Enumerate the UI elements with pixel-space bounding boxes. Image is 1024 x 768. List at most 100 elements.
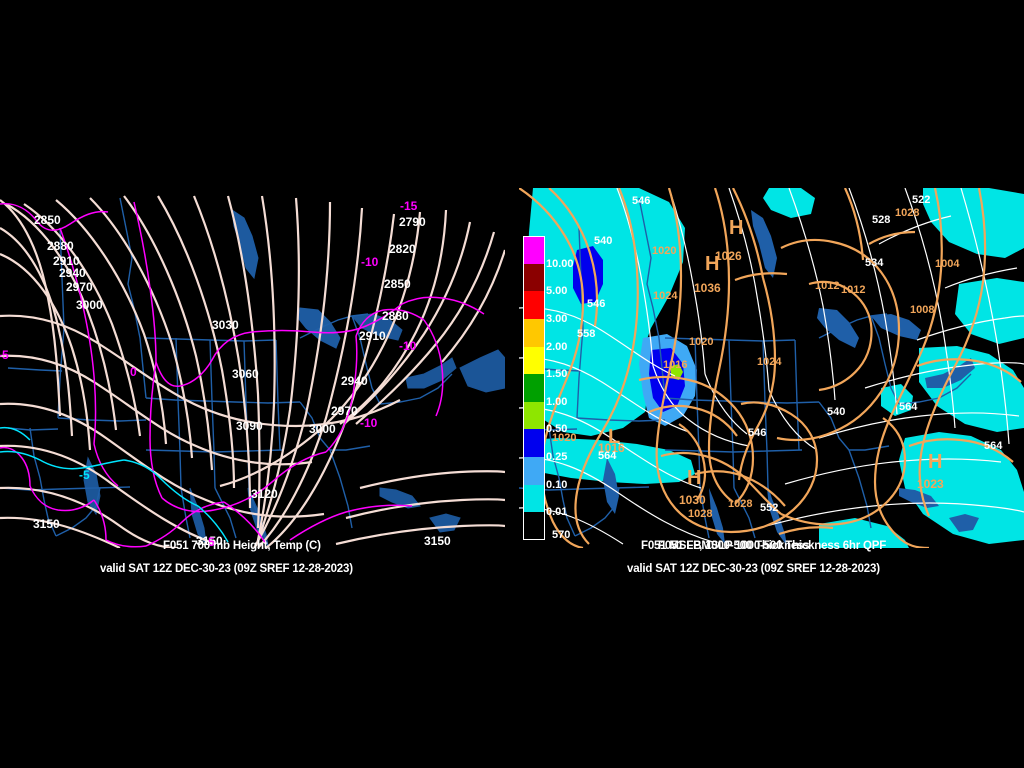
- svg-text:2790: 2790: [399, 215, 426, 229]
- svg-text:2850: 2850: [384, 277, 411, 291]
- qpf-colorbar: [523, 236, 545, 540]
- qpf-colorbar-swatch: [523, 236, 545, 264]
- qpf-colorbar-swatch: [523, 401, 545, 430]
- svg-text:1030: 1030: [679, 493, 706, 507]
- svg-text:2940: 2940: [59, 266, 86, 280]
- svg-text:1028: 1028: [895, 207, 919, 219]
- height-contours: [0, 195, 505, 548]
- svg-text:-10: -10: [399, 339, 417, 353]
- temperature-contours: [0, 201, 485, 548]
- svg-text:1020: 1020: [689, 336, 713, 348]
- isobar-labels: 1020 1020 1024 1024 1016 1012 1012 1008 …: [552, 207, 960, 520]
- svg-text:H: H: [928, 451, 942, 473]
- pressure-centers: H 1026 H 1036 L 1016 H 1030 H 1023: [598, 217, 944, 507]
- svg-text:3150: 3150: [196, 534, 223, 548]
- qpf-colorbar-swatch: [523, 291, 545, 319]
- qpf-colorbar-tick-label: 1.50: [546, 368, 568, 381]
- svg-text:1016: 1016: [598, 441, 625, 455]
- svg-text:-5: -5: [79, 468, 90, 482]
- right-map-graphic: H 1026 H 1036 L 1016 H 1030 H 1023 1020 …: [519, 188, 1024, 548]
- svg-text:3150: 3150: [424, 534, 451, 548]
- water-bodies-right: [603, 210, 979, 546]
- svg-text:3060: 3060: [232, 367, 259, 381]
- svg-text:558: 558: [577, 328, 595, 340]
- svg-text:-15: -15: [400, 199, 418, 213]
- svg-text:1026: 1026: [715, 249, 742, 263]
- right-map-panel: H 1026 H 1036 L 1016 H 1030 H 1023 1020 …: [519, 188, 1024, 548]
- right-panel-title-primary: F051 MSLP, 1000-500 Thickness: [641, 540, 810, 552]
- thickness-contours: [519, 188, 1024, 545]
- svg-text:3000: 3000: [76, 298, 103, 312]
- svg-text:2910: 2910: [359, 329, 386, 343]
- svg-text:570: 570: [552, 529, 570, 541]
- left-panel-title: F051 700 mb Height, Temp (C): [163, 540, 321, 552]
- qpf-colorbar-swatch: [523, 263, 545, 292]
- svg-text:2850: 2850: [34, 213, 61, 227]
- svg-text:2940: 2940: [341, 374, 368, 388]
- svg-text:552: 552: [760, 502, 778, 514]
- temperature-contour-labels: -15 -10 -10 -10 -5 -5 0 5: [0, 199, 418, 548]
- qpf-colorbar-tick-label: 2.00: [546, 340, 568, 353]
- left-map-panel: 2850 2880 2910 2940 2970 3000 3030 3060 …: [0, 188, 505, 548]
- svg-text:3030: 3030: [212, 318, 239, 332]
- svg-text:546: 546: [587, 298, 605, 310]
- qpf-colorbar-swatch: [523, 512, 545, 540]
- qpf-colorbar-swatch: [523, 484, 545, 513]
- right-panel-valid-time: valid SAT 12Z DEC-30-23 (09Z SREF 12-28-…: [627, 563, 880, 575]
- svg-text:3090: 3090: [236, 419, 263, 433]
- thickness-labels: 546 546 546 552 558 564 564 564 570 522 …: [552, 194, 1003, 541]
- svg-text:-10: -10: [360, 416, 378, 430]
- right-panel-title-secondary: F051 FBMSLP 1000-500 Thickness 6hr QPF: [658, 540, 887, 552]
- qpf-colorbar-swatch: [523, 429, 545, 458]
- qpf-colorbar-frame: [523, 236, 545, 540]
- svg-text:2910: 2910: [53, 254, 80, 268]
- qpf-colorbar-swatch: [523, 318, 545, 347]
- svg-text:1016: 1016: [663, 359, 687, 371]
- isobar-contours: [519, 188, 1022, 548]
- svg-text:1028: 1028: [728, 498, 752, 510]
- geography-layer-left: [0, 197, 453, 541]
- svg-text:564: 564: [899, 401, 918, 413]
- qpf-colorbar-swatch: [523, 346, 545, 375]
- qpf-colorbar-tick-label: 10.00: [546, 257, 574, 270]
- svg-text:1024: 1024: [653, 290, 678, 302]
- qpf-fill-layer: [523, 188, 1024, 548]
- svg-text:3000: 3000: [309, 422, 336, 436]
- svg-text:1012: 1012: [841, 284, 865, 296]
- qpf-colorbar-tick-label: 3.00: [546, 312, 568, 325]
- svg-text:1020: 1020: [652, 245, 676, 257]
- svg-text:1028: 1028: [688, 508, 712, 520]
- svg-text:1008: 1008: [910, 304, 934, 316]
- svg-text:L: L: [608, 426, 620, 448]
- svg-text:1020: 1020: [552, 432, 576, 444]
- left-map-graphic: 2850 2880 2910 2940 2970 3000 3030 3060 …: [0, 188, 505, 548]
- svg-text:H: H: [705, 253, 719, 275]
- svg-text:2880: 2880: [47, 239, 74, 253]
- svg-text:564: 564: [598, 450, 617, 462]
- svg-text:1004: 1004: [935, 258, 960, 270]
- svg-text:1036: 1036: [694, 281, 721, 295]
- svg-text:5: 5: [208, 535, 215, 548]
- svg-text:2970: 2970: [66, 280, 93, 294]
- svg-text:0: 0: [130, 365, 137, 379]
- qpf-colorbar-tick-label: 0.10: [546, 478, 568, 491]
- qpf-colorbar-tick-label: 1.00: [546, 395, 568, 408]
- svg-text:540: 540: [594, 235, 612, 247]
- svg-text:546: 546: [632, 195, 650, 207]
- height-contour-labels: 2850 2880 2910 2940 2970 3000 3030 3060 …: [33, 213, 451, 548]
- svg-text:1024: 1024: [757, 356, 782, 368]
- svg-text:H: H: [729, 217, 743, 239]
- qpf-colorbar-tick-label: 5.00: [546, 285, 568, 298]
- svg-text:522: 522: [912, 194, 930, 206]
- svg-text:H: H: [687, 467, 701, 489]
- svg-text:3120: 3120: [251, 487, 278, 501]
- svg-text:534: 534: [865, 257, 884, 269]
- svg-text:540: 540: [827, 406, 845, 418]
- svg-text:3150: 3150: [33, 517, 60, 531]
- svg-text:546: 546: [748, 427, 766, 439]
- svg-text:2820: 2820: [389, 242, 416, 256]
- qpf-colorbar-tick-label: 0.01: [546, 506, 568, 519]
- svg-text:-5: -5: [0, 348, 9, 362]
- svg-text:564: 564: [984, 440, 1003, 452]
- svg-text:2970: 2970: [331, 404, 358, 418]
